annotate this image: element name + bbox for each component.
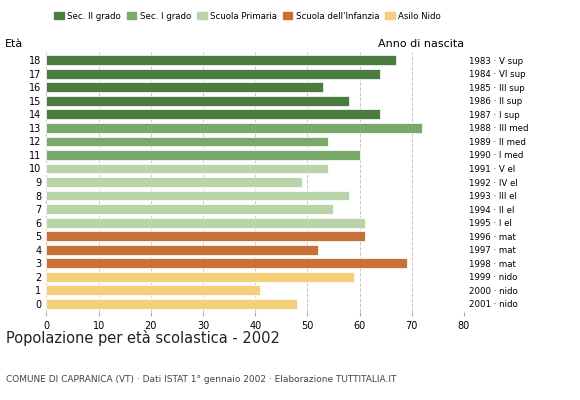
Bar [46, 136, 328, 146]
Bar [46, 110, 380, 119]
Text: COMUNE DI CAPRANICA (VT) · Dati ISTAT 1° gennaio 2002 · Elaborazione TUTTITALIA.: COMUNE DI CAPRANICA (VT) · Dati ISTAT 1°… [6, 375, 396, 384]
Bar [46, 164, 328, 173]
Bar [46, 191, 349, 200]
Bar [46, 272, 354, 282]
Bar [46, 150, 360, 160]
Text: Popolazione per età scolastica - 2002: Popolazione per età scolastica - 2002 [6, 330, 280, 346]
Bar [46, 96, 349, 106]
Bar [46, 177, 302, 187]
Bar [46, 286, 260, 295]
Bar [46, 218, 365, 228]
Text: Anno di nascita: Anno di nascita [378, 39, 464, 49]
Bar [46, 299, 297, 309]
Legend: Sec. II grado, Sec. I grado, Scuola Primaria, Scuola dell'Infanzia, Asilo Nido: Sec. II grado, Sec. I grado, Scuola Prim… [50, 8, 444, 24]
Bar [46, 55, 396, 65]
Bar [46, 231, 365, 241]
Bar [46, 204, 333, 214]
Bar [46, 123, 422, 133]
Bar [46, 69, 380, 78]
Bar [46, 258, 407, 268]
Bar [46, 245, 318, 254]
Bar [46, 82, 323, 92]
Text: Età: Età [5, 39, 23, 49]
